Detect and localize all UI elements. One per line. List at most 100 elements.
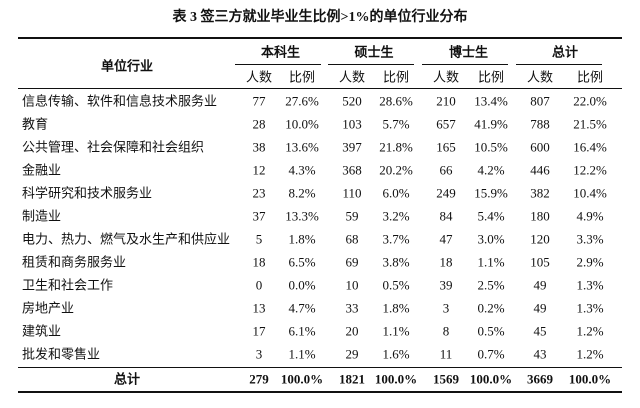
cell: 807: [530, 93, 550, 109]
cell: 41.9%: [474, 116, 508, 132]
cell: 3.7%: [382, 231, 410, 247]
cell: 1.1%: [288, 346, 316, 362]
sub-header: 比例: [576, 69, 604, 85]
cell: 0: [255, 277, 263, 293]
cell: 249: [436, 185, 456, 201]
cell: 1.3%: [576, 277, 604, 293]
cell: 4.2%: [477, 162, 505, 178]
cell: 11: [439, 346, 453, 362]
cell: 1.3%: [576, 300, 604, 316]
cell: 446: [530, 162, 550, 178]
cell: 12: [252, 162, 266, 178]
cell: 77: [252, 93, 266, 109]
cell: 69: [345, 254, 359, 270]
bottom-rule: [18, 391, 622, 393]
total-label: 总计: [113, 371, 141, 387]
group-header: 硕士生: [354, 44, 394, 60]
row-label: 建筑业: [22, 323, 62, 339]
cell: 120: [530, 231, 550, 247]
cell: 110: [342, 185, 362, 201]
cell: 10.5%: [474, 139, 508, 155]
row-label: 电力、热力、燃气及水生产和供应业: [22, 231, 231, 247]
row-label: 信息传输、软件和信息技术服务业: [22, 93, 218, 109]
cell: 49: [533, 300, 547, 316]
cell: 8.2%: [288, 185, 316, 201]
cell: 27.6%: [285, 93, 319, 109]
cell: 16.4%: [573, 139, 607, 155]
cell: 180: [530, 208, 550, 224]
total-cell: 100.0%: [568, 371, 612, 387]
group-rule: [328, 64, 414, 65]
cell: 8: [442, 323, 450, 339]
cell: 13.3%: [285, 208, 319, 224]
cell: 39: [439, 277, 453, 293]
header-first: 单位行业: [100, 58, 154, 74]
cell: 3.3%: [576, 231, 604, 247]
cell: 5: [255, 231, 263, 247]
cell: 520: [342, 93, 362, 109]
cell: 17: [252, 323, 266, 339]
row-label: 制造业: [22, 208, 62, 224]
cell: 6.5%: [288, 254, 316, 270]
cell: 1.8%: [288, 231, 316, 247]
cell: 368: [342, 162, 362, 178]
cell: 15.9%: [474, 185, 508, 201]
cell: 18: [252, 254, 266, 270]
sub-header: 比例: [477, 69, 505, 85]
cell: 2.5%: [477, 277, 505, 293]
cell: 2.9%: [576, 254, 604, 270]
cell: 0.7%: [477, 346, 505, 362]
cell: 38: [252, 139, 266, 155]
cell: 10: [345, 277, 359, 293]
sub-header: 人数: [245, 69, 273, 85]
cell: 0.0%: [288, 277, 316, 293]
sub-header: 比例: [288, 69, 316, 85]
total-cell: 1821: [339, 371, 365, 387]
sub-header: 人数: [432, 69, 460, 85]
group-rule: [235, 64, 321, 65]
group-rule: [422, 64, 508, 65]
cell: 3: [442, 300, 450, 316]
row-label: 金融业: [22, 162, 62, 178]
cell: 43: [533, 346, 547, 362]
cell: 4.9%: [576, 208, 604, 224]
cell: 28: [252, 116, 266, 132]
cell: 13.6%: [285, 139, 319, 155]
cell: 45: [533, 323, 547, 339]
cell: 10.0%: [285, 116, 319, 132]
row-label: 房地产业: [22, 300, 75, 316]
cell: 33: [345, 300, 359, 316]
cell: 0.5%: [382, 277, 410, 293]
cell: 382: [530, 185, 550, 201]
cell: 18: [439, 254, 453, 270]
group-header: 本科生: [260, 44, 301, 60]
header-rule: [18, 88, 622, 89]
cell: 13.4%: [474, 93, 508, 109]
total-cell: 3669: [527, 371, 553, 387]
cell: 49: [533, 277, 547, 293]
cell: 13: [252, 300, 266, 316]
row-label: 租赁和商务服务业: [22, 254, 127, 270]
cell: 66: [439, 162, 453, 178]
cell: 22.0%: [573, 93, 607, 109]
cell: 3.2%: [382, 208, 410, 224]
cell: 105: [530, 254, 550, 270]
group-header: 总计: [551, 44, 579, 60]
cell: 657: [436, 116, 456, 132]
cell: 0.5%: [477, 323, 505, 339]
total-cell: 1569: [433, 371, 459, 387]
sub-header: 人数: [526, 69, 554, 85]
total-cell: 279: [249, 371, 269, 387]
cell: 103: [342, 116, 362, 132]
row-label: 教育: [22, 116, 49, 132]
cell: 20: [345, 323, 359, 339]
cell: 1.8%: [382, 300, 410, 316]
top-rule: [18, 37, 622, 39]
total-cell: 100.0%: [374, 371, 418, 387]
cell: 68: [345, 231, 359, 247]
total-rule: [18, 367, 622, 368]
cell: 3.8%: [382, 254, 410, 270]
cell: 1.1%: [382, 323, 410, 339]
row-label: 公共管理、社会保障和社会组织: [22, 139, 205, 155]
